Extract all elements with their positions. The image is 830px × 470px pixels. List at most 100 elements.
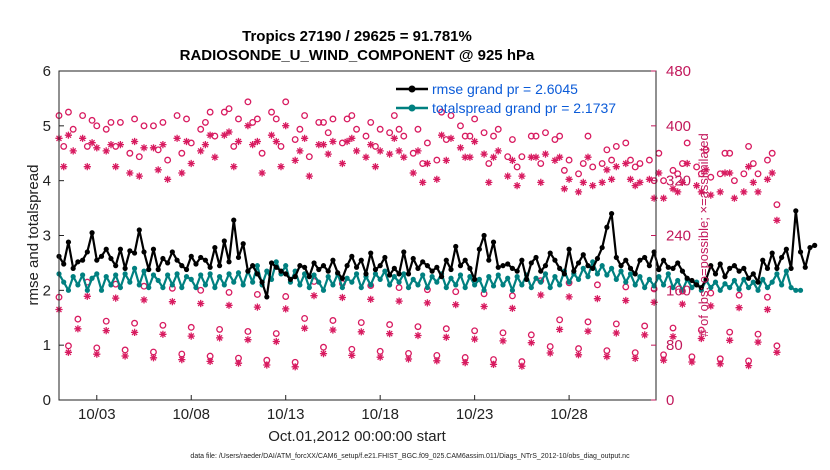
obs-possible-marker	[315, 118, 323, 126]
obs-possible-marker	[235, 115, 242, 123]
obs-possible-marker	[631, 163, 639, 171]
obs-possible-marker	[258, 149, 266, 157]
totalspread-point	[339, 284, 345, 291]
obs-assimilated-marker	[683, 159, 691, 168]
obs-possible-marker	[508, 292, 516, 300]
totalspread-point	[358, 284, 364, 291]
totalspread-point	[594, 271, 601, 277]
rmse-point	[193, 261, 199, 267]
obs-assimilated-marker	[537, 291, 545, 299]
obs-possible-marker	[461, 132, 469, 140]
rmse-point	[467, 265, 473, 271]
obs-possible-marker	[627, 156, 634, 164]
obs-assimilated-marker	[438, 131, 446, 139]
obs-possible-marker	[537, 160, 545, 167]
totalspread-point	[745, 284, 752, 291]
totalspread-point	[467, 274, 473, 280]
obs-assimilated-marker	[376, 353, 384, 361]
obs-assimilated-marker	[258, 169, 266, 177]
obs-assimilated-marker	[395, 147, 403, 155]
totalspread-point	[575, 276, 582, 282]
obs-possible-marker	[60, 142, 68, 150]
obs-assimilated-marker	[461, 153, 469, 161]
obs-possible-marker	[154, 146, 162, 154]
obs-possible-marker	[386, 321, 394, 329]
obs-possible-marker	[636, 160, 644, 167]
obs-assimilated-marker	[471, 335, 479, 343]
totalspread-point	[774, 271, 780, 277]
obs-possible-marker	[527, 331, 535, 339]
totalspread-point	[660, 282, 667, 288]
totalspread-point	[183, 274, 190, 280]
obs-assimilated-marker	[390, 134, 398, 142]
legend-spread-label: totalspread grand pr = 2.1737	[432, 100, 616, 116]
legend-rmse-label: rmse grand pr = 2.6045	[432, 81, 578, 97]
obs-assimilated-marker	[182, 137, 191, 146]
obs-possible-marker	[131, 115, 139, 123]
rmse-point	[618, 263, 624, 269]
obs-assimilated-marker	[702, 166, 710, 174]
rmse-point	[429, 268, 435, 274]
obs-possible-marker	[697, 326, 705, 334]
rmse-point	[382, 254, 388, 261]
obs-assimilated-marker	[159, 141, 167, 149]
rmse-point	[675, 260, 681, 266]
right-tick-label: 400	[666, 118, 691, 135]
totalspread-point	[165, 272, 171, 278]
totalspread-point	[495, 272, 501, 278]
rmse-point	[174, 257, 180, 263]
obs-assimilated-marker	[626, 175, 635, 183]
obs-assimilated-marker	[716, 360, 724, 368]
rmse-point	[320, 263, 327, 269]
obs-possible-marker	[348, 112, 356, 120]
obs-possible-marker	[253, 290, 261, 298]
obs-assimilated-marker	[272, 337, 280, 346]
totalspread-point	[642, 284, 648, 291]
obs-assimilated-marker	[253, 137, 261, 146]
obs-possible-marker	[400, 132, 408, 140]
left-tick-label: 2	[43, 282, 51, 299]
obs-assimilated-marker	[697, 334, 705, 343]
obs-assimilated-marker	[140, 144, 148, 152]
obs-assimilated-marker	[282, 122, 290, 130]
rmse-point	[278, 268, 284, 274]
obs-possible-marker	[178, 149, 186, 157]
x-axis: 10/03 10/08 10/13 10/18 10/23 10/28	[78, 395, 588, 423]
obs-possible-marker	[140, 122, 148, 130]
totalspread-point	[117, 284, 124, 291]
rmse-point	[160, 255, 166, 262]
totalspread-point	[689, 284, 695, 291]
obs-assimilated-marker	[518, 362, 526, 370]
obs-possible-marker	[598, 160, 606, 167]
obs-assimilated-marker	[678, 178, 686, 186]
obs-possible-marker	[395, 284, 403, 292]
totalspread-point	[368, 282, 374, 288]
totalspread-point	[618, 268, 624, 274]
rmse-point	[755, 279, 761, 285]
obs-possible-marker	[655, 149, 663, 157]
obs-assimilated-marker	[296, 147, 304, 155]
left-tick-label: 6	[43, 63, 51, 80]
obs-possible-marker	[197, 125, 205, 133]
obs-assimilated-marker	[371, 163, 379, 171]
obs-possible-marker	[490, 132, 497, 140]
rmse-point	[495, 264, 501, 270]
totalspread-point	[316, 279, 322, 285]
obs-assimilated-marker	[112, 163, 120, 171]
obs-assimilated-marker	[631, 354, 639, 362]
obs-assimilated-marker	[116, 141, 124, 149]
obs-assimilated-marker	[395, 297, 403, 305]
obs-possible-marker	[220, 108, 228, 116]
obs-assimilated-marker	[423, 299, 431, 307]
obs-possible-marker	[244, 98, 252, 106]
obs-assimilated-marker	[414, 147, 422, 155]
obs-assimilated-marker	[197, 299, 205, 308]
rmse-point	[283, 271, 289, 277]
obs-possible-marker	[721, 149, 729, 157]
totalspread-point	[283, 263, 289, 269]
rmse-point	[665, 264, 671, 270]
rmse-point	[325, 268, 331, 274]
obs-possible-marker	[773, 201, 781, 209]
left-tick-label: 0	[43, 392, 51, 409]
rmse-point	[188, 253, 194, 259]
